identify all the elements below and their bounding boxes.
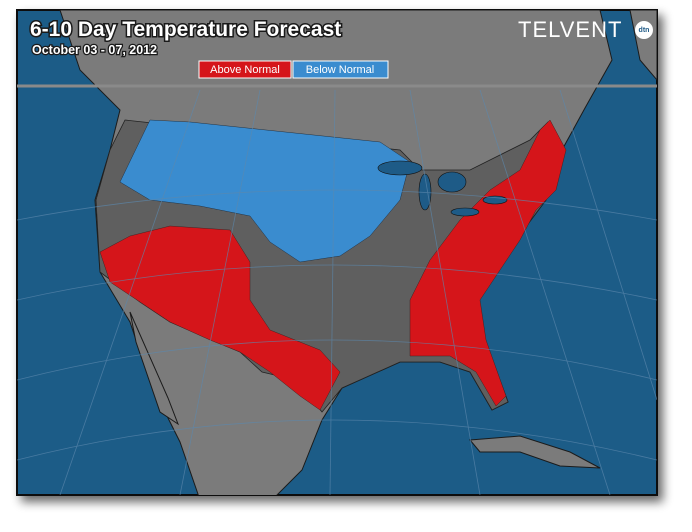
legend-label: Above Normal [210,64,280,76]
legend-label: Below Normal [306,64,374,76]
baja [129,311,180,426]
cuba [468,435,601,469]
legend: Above Normal Below Normal [198,60,389,79]
subtitle: October 03 - 07, 2012 [32,43,157,57]
map-body [17,10,657,495]
logo-badge [635,21,653,39]
above-normal-region-east [409,119,567,407]
above-normal-region-west [99,225,341,411]
legend-swatch [198,60,292,79]
title: 6-10 Day Temperature Forecast [30,18,341,41]
logo: TELVENT [518,17,622,42]
graticule [17,89,657,495]
logo-badge-text: dtn [639,27,650,34]
great-lakes [377,160,508,217]
legend-swatch [292,60,389,79]
